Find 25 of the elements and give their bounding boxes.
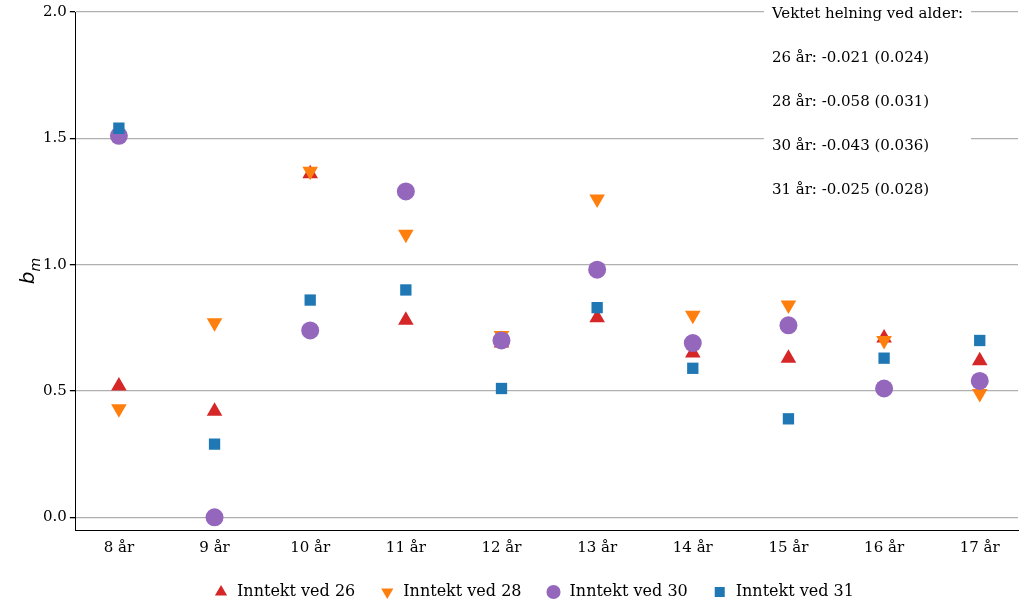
y-tick-label: 0.5 [43,380,67,399]
x-tick-label: 14 år [672,537,714,556]
y-tick-label: 1.0 [43,254,67,273]
x-tick-label: 16 år [864,537,905,556]
annotation: 30 år: -0.043 (0.036) [771,135,930,154]
legend-label: Inntekt ved 26 [237,581,356,601]
annotation: 28 år: -0.058 (0.031) [771,91,930,110]
x-tick-label: 10 år [290,537,332,556]
y-axis-title: bm [15,257,43,285]
x-tick-label: 9 år [199,537,231,556]
annotation: 31 år: -0.025 (0.028) [771,179,930,198]
y-tick-label: 1.5 [43,128,67,147]
legend-label: Inntekt ved 28 [403,581,522,601]
x-tick-label: 13 år [577,537,618,556]
x-tick-label: 8 år [103,537,135,556]
x-tick-label: 15 år [768,537,810,556]
x-tick-label: 11 år [385,537,427,556]
y-tick-label: 0.0 [43,507,67,526]
legend-label: Inntekt ved 31 [735,581,854,601]
x-tick-label: 12 år [481,537,523,556]
annotation: Vektet helning ved alder: [770,3,964,22]
y-tick-label: 2.0 [43,1,67,20]
legend-label: Inntekt ved 30 [569,581,688,601]
annotation: 26 år: -0.021 (0.024) [771,47,930,66]
x-tick-label: 17 år [959,537,1001,556]
